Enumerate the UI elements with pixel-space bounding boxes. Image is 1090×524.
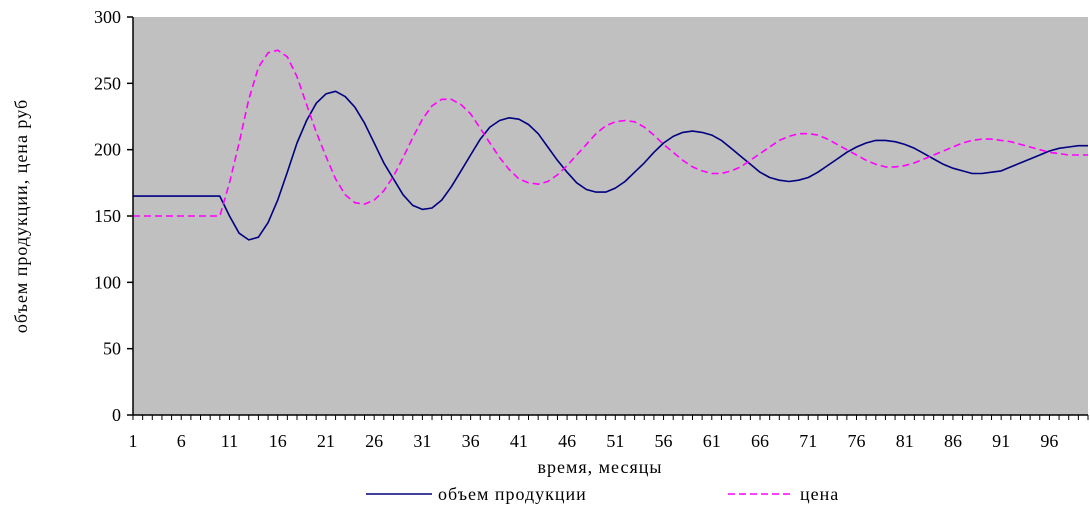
plot-area [133,17,1088,415]
y-axis-ticks: 0 50 100 150 200 250 300 [94,7,133,425]
x-tick-label: 26 [365,431,383,451]
x-tick-label: 1 [129,431,138,451]
x-tick-label: 11 [221,431,238,451]
x-tick-label: 76 [847,431,865,451]
x-tick-label: 31 [413,431,431,451]
y-axis-title: объем продукции, цена руб [11,99,31,333]
y-tick-label: 250 [94,73,121,93]
y-tick-label: 0 [112,405,121,425]
x-tick-label: 6 [177,431,186,451]
x-axis-title: время, месяцы [538,457,663,477]
x-tick-label: 71 [799,431,817,451]
y-tick-label: 100 [94,272,121,292]
x-tick-label: 66 [751,431,769,451]
y-tick-label: 50 [103,339,121,359]
y-tick-label: 150 [94,206,121,226]
series-line-price [133,49,1088,217]
x-tick-label: 91 [992,431,1010,451]
x-tick-label: 41 [510,431,528,451]
legend: объем продукции цена [366,484,839,504]
legend-label-volume: объем продукции [438,484,587,504]
series-line-volume [133,90,1088,241]
x-tick-label: 56 [655,431,673,451]
x-tick-label: 51 [606,431,624,451]
series-layer [133,49,1088,241]
x-tick-label: 46 [558,431,576,451]
x-tick-label: 96 [1040,431,1058,451]
x-tick-label: 16 [269,431,287,451]
x-tick-label: 21 [317,431,335,451]
x-tick-label: 61 [703,431,721,451]
y-tick-label: 200 [94,140,121,160]
y-tick-label: 300 [94,7,121,27]
legend-label-price: цена [800,484,839,504]
x-tick-label: 36 [462,431,480,451]
x-tick-label: 81 [896,431,914,451]
x-tick-label: 86 [944,431,962,451]
x-axis-ticks: 1 6 11 16 21 26 31 36 41 46 51 56 61 66 71 76 81 86 91 96 [129,415,1089,451]
